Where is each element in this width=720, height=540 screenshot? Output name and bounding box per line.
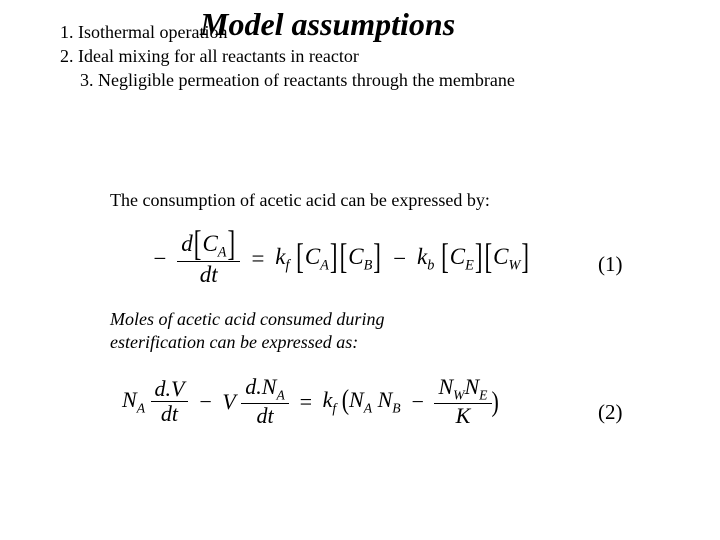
paragraph-moles-line2: esterification can be expressed as:	[110, 332, 358, 352]
eq1-CA2-sub: A	[320, 257, 329, 273]
eq2-frac1: d.V dt	[151, 378, 189, 425]
eq2-frac2: d.NA dt	[241, 376, 289, 427]
eq2-dV: d.V	[151, 378, 189, 402]
eq1-kb-k: k	[417, 244, 427, 269]
assumption-1: 1. Isothermal operation	[60, 22, 227, 43]
eq2-minus1: −	[194, 389, 217, 415]
eq1-CE-var: C	[450, 244, 465, 269]
eq2-NE-var: N	[464, 374, 479, 399]
paragraph-moles-line1: Moles of acetic acid consumed during	[110, 309, 384, 329]
eq2-NA2-sub: A	[364, 400, 372, 415]
eq2-frac3: NWNE K	[434, 376, 491, 427]
eq2-NB-var: N	[378, 387, 393, 412]
eq1-kf-sub: f	[285, 257, 289, 273]
eq1-dt: dt	[177, 262, 240, 286]
eq2-kf-sub: f	[332, 400, 336, 415]
eq1-CA-sub: A	[218, 245, 227, 261]
eq1-kf-k: k	[275, 244, 285, 269]
eq2-equals: =	[294, 389, 317, 415]
eq2-dNA-sub: A	[276, 387, 284, 402]
eq1-minus2: −	[388, 246, 412, 272]
eq2-dt2: dt	[241, 404, 289, 427]
eq1-CB-var: C	[348, 244, 363, 269]
assumption-3: 3. Negligible permeation of reactants th…	[80, 70, 515, 91]
eq1-d: d	[181, 231, 193, 256]
eq1-CA2-var: C	[305, 244, 320, 269]
slide-title: Model assumptions	[200, 6, 455, 43]
eq2-dNA-var: N	[262, 374, 277, 399]
eq1-leading-minus: −	[148, 246, 172, 272]
eq2-minus2: −	[406, 389, 429, 415]
paragraph-consumption: The consumption of acetic acid can be ex…	[110, 190, 490, 211]
equation-1: − d[CA] dt = kf [CA][CB] − kb [CE][CW]	[148, 232, 530, 286]
eq2-NB-sub: B	[392, 400, 400, 415]
eq1-equals: =	[246, 246, 270, 272]
eq1-kb-sub: b	[427, 257, 434, 273]
eq1-CW-var: C	[493, 244, 508, 269]
eq2-NW-sub: W	[453, 387, 464, 402]
paragraph-moles: Moles of acetic acid consumed during est…	[110, 308, 384, 353]
equation-1-label: (1)	[598, 252, 623, 277]
eq2-V: V	[222, 389, 235, 415]
eq1-CE-sub: E	[465, 257, 474, 273]
eq2-kf-k: k	[323, 387, 333, 412]
eq2-NA-var: N	[122, 387, 137, 412]
eq1-fraction: d[CA] dt	[177, 232, 240, 286]
eq2-K: K	[434, 404, 491, 427]
eq2-NA-sub: A	[137, 400, 145, 415]
eq1-CW-sub: W	[509, 257, 521, 273]
eq2-NW-var: N	[438, 374, 453, 399]
eq2-NE-sub: E	[479, 387, 487, 402]
assumption-2: 2. Ideal mixing for all reactants in rea…	[60, 46, 359, 67]
equation-2: NA d.V dt − V d.NA dt = kf (NA NB − NWNE…	[122, 376, 499, 427]
equation-2-label: (2)	[598, 400, 623, 425]
eq2-dt1: dt	[151, 402, 189, 425]
slide: Model assumptions 1. Isothermal operatio…	[0, 0, 720, 540]
eq2-NA2-var: N	[349, 387, 364, 412]
eq2-dNA-pref: d.	[245, 374, 262, 399]
eq1-CB-sub: B	[364, 257, 373, 273]
eq1-CA-var: C	[202, 231, 217, 256]
